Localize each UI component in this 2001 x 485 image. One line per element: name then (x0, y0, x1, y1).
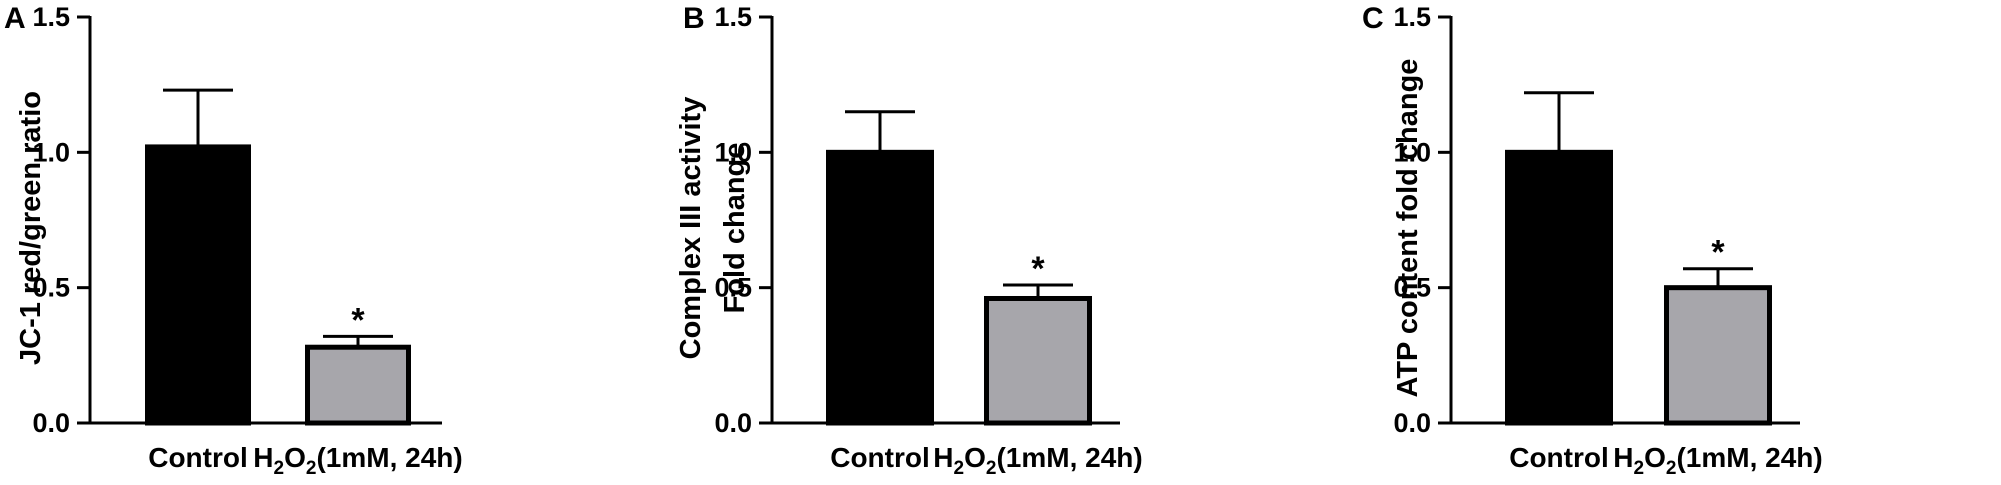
y-tick-label: 0.5 (714, 273, 752, 303)
significance-label: * (351, 301, 365, 339)
category-label: H2O2(1mM, 24h) (253, 442, 462, 479)
category-label: Control (1509, 442, 1609, 473)
bar (1664, 285, 1772, 426)
y-axis-label: Fold change (719, 143, 751, 314)
y-tick-label: 0.5 (32, 273, 70, 303)
bar (145, 144, 251, 426)
y-tick-label: 0.0 (1393, 408, 1431, 438)
y-tick-label: 1.5 (32, 2, 70, 32)
y-tick-label: 0.0 (714, 408, 752, 438)
y-tick-label: 1.0 (1393, 137, 1431, 167)
y-tick-label: 1.0 (714, 137, 752, 167)
y-axis-label: ATP content fold change (1392, 59, 1424, 398)
panel-b: B 0.0 0.5 1.0 1.5 Complex III activity Fold ch… (675, 2, 1143, 479)
category-label: H2O2(1mM, 24h) (1613, 442, 1822, 479)
bar (984, 295, 1092, 426)
significance-label: * (1031, 250, 1045, 288)
panel-letter: A (4, 2, 26, 35)
panel-letter: B (683, 2, 705, 35)
y-tick-label: 1.0 (32, 137, 70, 167)
y-tick-label: 1.5 (714, 2, 752, 32)
significance-label: * (1711, 234, 1725, 272)
panel-c: C 0.0 0.5 1.0 1.5 ATP content fold change Cont… (1362, 2, 1823, 479)
bar (1505, 149, 1613, 426)
panel-a: A 0.0 0.5 1.0 1.5 JC-1 red/green ratio Control… (4, 2, 463, 479)
bar (826, 149, 934, 426)
panel-letter: C (1362, 2, 1384, 35)
y-tick-label: 0.5 (1393, 273, 1431, 303)
y-tick-label: 1.5 (1393, 2, 1431, 32)
y-tick-label: 0.0 (32, 408, 70, 438)
y-axis-label: JC-1 red/green ratio (15, 91, 47, 365)
bar (305, 344, 411, 426)
y-axis-label: Complex III activity (675, 97, 707, 360)
category-label: H2O2(1mM, 24h) (933, 442, 1142, 479)
category-label: Control (148, 442, 248, 473)
category-label: Control (830, 442, 930, 473)
